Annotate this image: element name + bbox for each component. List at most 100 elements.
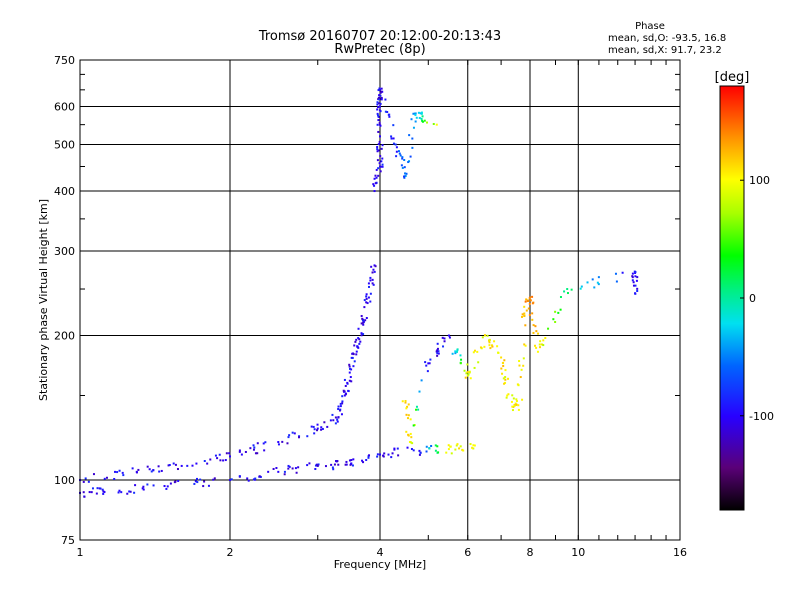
data-point <box>380 160 383 163</box>
data-point <box>437 451 440 454</box>
data-point <box>131 467 134 470</box>
data-point <box>503 382 506 385</box>
data-point <box>376 114 379 117</box>
data-point <box>291 467 294 470</box>
data-point <box>230 478 233 481</box>
data-point <box>365 301 368 304</box>
data-point <box>442 345 445 348</box>
data-point <box>252 448 255 451</box>
data-point <box>294 467 297 470</box>
data-point <box>122 474 125 477</box>
data-point <box>342 390 345 393</box>
data-point <box>390 137 393 140</box>
data-point <box>313 428 316 431</box>
data-point <box>253 478 256 481</box>
data-point <box>407 161 410 164</box>
data-point <box>141 487 144 490</box>
data-point <box>403 175 406 178</box>
data-point <box>259 475 262 478</box>
data-point <box>463 369 466 372</box>
data-point <box>92 473 95 476</box>
data-point <box>418 453 421 456</box>
data-point <box>398 152 401 155</box>
data-point <box>434 444 437 447</box>
data-point <box>360 314 363 317</box>
data-point <box>367 296 370 299</box>
data-point <box>635 279 638 282</box>
data-point <box>528 314 531 317</box>
data-point <box>382 454 385 457</box>
data-point <box>467 373 470 376</box>
data-point <box>331 413 334 416</box>
data-point <box>521 313 524 316</box>
data-point <box>381 165 384 168</box>
data-point <box>308 462 311 465</box>
data-point <box>84 477 87 480</box>
data-point <box>388 115 391 118</box>
data-point <box>169 482 172 485</box>
data-point <box>415 405 418 408</box>
data-point <box>377 130 380 133</box>
data-point <box>254 477 257 480</box>
data-point <box>511 409 514 412</box>
data-point <box>423 119 426 122</box>
data-point <box>152 469 155 472</box>
data-point <box>371 271 374 274</box>
data-point <box>358 342 361 345</box>
data-point <box>126 492 129 495</box>
data-point <box>373 270 376 273</box>
data-point <box>375 176 378 179</box>
data-point <box>341 402 344 405</box>
data-point <box>441 336 444 339</box>
data-point <box>365 297 368 300</box>
data-point <box>531 318 534 321</box>
data-point <box>386 111 389 114</box>
data-point <box>421 120 424 123</box>
data-point <box>469 443 472 446</box>
data-point <box>291 431 294 434</box>
data-point <box>379 124 382 127</box>
data-point <box>277 443 280 446</box>
data-point <box>391 452 394 455</box>
data-point <box>522 357 525 360</box>
data-point <box>401 166 404 169</box>
data-point <box>489 347 492 350</box>
data-point <box>287 467 290 470</box>
data-point <box>631 279 634 282</box>
data-point <box>376 101 379 104</box>
data-point <box>418 449 421 452</box>
data-point <box>275 467 278 470</box>
data-point <box>134 484 137 487</box>
data-point <box>379 88 381 91</box>
data-point <box>316 464 319 467</box>
data-point <box>542 339 545 342</box>
data-point <box>381 144 384 147</box>
data-point <box>586 281 589 284</box>
data-point <box>367 285 370 288</box>
data-point <box>339 408 342 411</box>
data-point <box>472 444 475 447</box>
data-point <box>361 318 364 321</box>
data-point <box>213 477 216 480</box>
data-point <box>263 449 266 452</box>
data-point <box>102 492 105 495</box>
data-point <box>632 284 635 287</box>
data-point <box>528 303 531 306</box>
data-point <box>371 278 374 281</box>
data-point <box>404 172 407 175</box>
data-point <box>90 491 93 494</box>
data-point <box>363 306 366 309</box>
data-point <box>180 464 183 467</box>
data-point <box>500 367 503 370</box>
data-point <box>351 464 354 467</box>
data-point <box>379 94 382 97</box>
data-point <box>418 390 421 393</box>
data-point <box>532 324 535 327</box>
data-point <box>456 443 459 446</box>
data-point <box>350 380 353 383</box>
data-point <box>157 465 160 468</box>
data-point <box>101 488 104 491</box>
data-point <box>199 478 202 481</box>
data-point <box>406 446 409 449</box>
data-point <box>451 352 454 355</box>
